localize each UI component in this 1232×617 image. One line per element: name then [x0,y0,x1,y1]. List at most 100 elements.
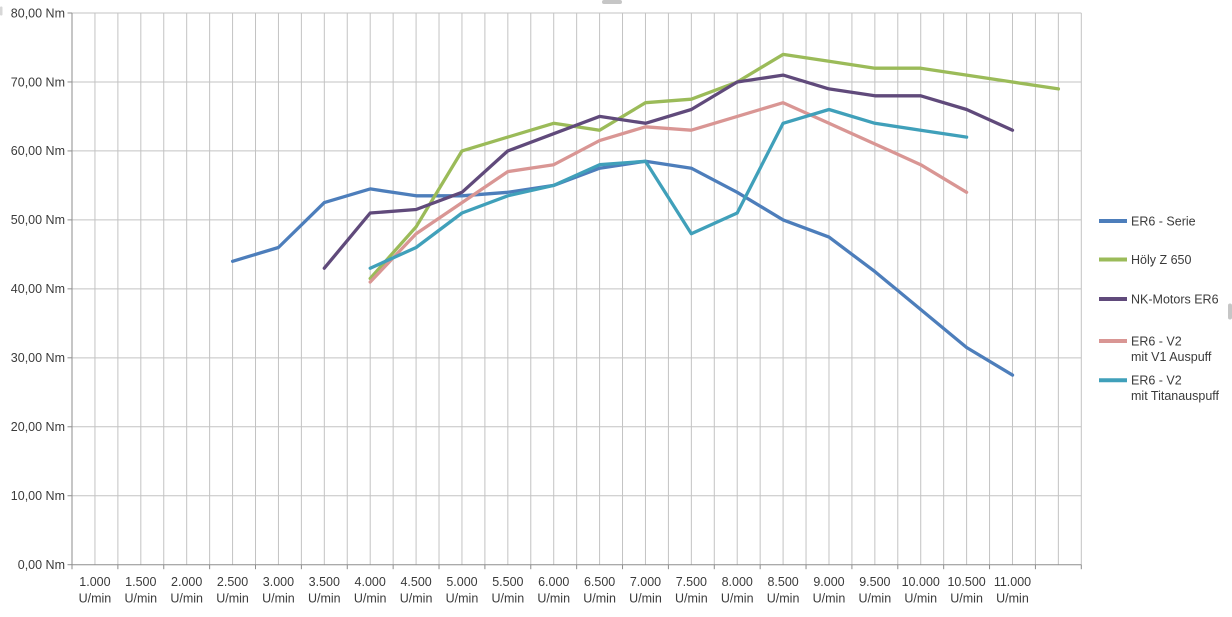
x-tick-unit: U/min [354,592,387,606]
x-axis-tick-label: 7.000 U/min [629,575,662,606]
x-tick-value: 8.500 [767,575,798,589]
x-tick-value: 7.000 [630,575,661,589]
x-tick-unit: U/min [537,592,570,606]
x-tick-value: 7.500 [676,575,707,589]
x-axis-tick-label: 10.500 U/min [947,575,985,606]
x-axis-tick-label: 7.500 U/min [675,575,708,606]
series-line-er6-v2-mit-v1-auspuff[interactable] [368,101,969,284]
x-axis-tick-label: 8.500 U/min [767,575,800,606]
x-tick-value: 8.000 [722,575,753,589]
x-tick-unit: U/min [170,592,203,606]
x-tick-value: 1.500 [125,575,156,589]
axes [67,12,1082,570]
x-axis-tick-label: 6.500 U/min [583,575,616,606]
x-axis-tick-label: 4.000 U/min [354,575,387,606]
y-axis-tick-label: 10,00 Nm [11,489,65,503]
series-line-er6-serie[interactable] [230,159,1015,377]
x-tick-unit: U/min [308,592,341,606]
x-tick-value: 2.000 [171,575,202,589]
x-tick-unit: U/min [400,592,433,606]
selection-handle-left-top[interactable] [0,6,3,16]
x-tick-value: 10.000 [902,575,940,589]
x-axis-tick-label: 5.500 U/min [492,575,525,606]
x-tick-unit: U/min [629,592,662,606]
legend: ER6 - Serie Höly Z 650 NK-Motors ER6 ER6 - … [1099,214,1220,403]
x-tick-unit: U/min [950,592,983,606]
legend-item-er6-serie[interactable]: ER6 - Serie [1099,214,1196,228]
selection-handles [0,0,1232,320]
x-tick-unit: U/min [124,592,157,606]
legend-label: mit Titanauspuff [1131,389,1220,403]
x-axis-tick-label: 8.000 U/min [721,575,754,606]
x-tick-value: 1.000 [79,575,110,589]
x-tick-value: 5.000 [446,575,477,589]
legend-item-er6-v2-mit-v1-auspuff[interactable]: ER6 - V2 mit V1 Auspuff [1099,334,1212,364]
y-axis-tick-label: 80,00 Nm [11,6,65,20]
y-axis-tick-label: 50,00 Nm [11,213,65,227]
series-line-er6-v2-mit-titanauspuff[interactable] [368,107,969,270]
y-axis-tick-label: 20,00 Nm [11,420,65,434]
y-axis-tick-label: 30,00 Nm [11,351,65,365]
selection-handle-top-center[interactable] [602,0,622,4]
legend-label: NK-Motors ER6 [1131,292,1219,306]
x-tick-value: 9.000 [813,575,844,589]
x-axis-tick-label: 9.500 U/min [859,575,892,606]
gridlines [72,12,1082,565]
y-axis-tick-label: 70,00 Nm [11,75,65,89]
x-tick-value: 11.000 [994,575,1031,589]
x-tick-value: 9.500 [859,575,890,589]
y-axis-tick-label: 0,00 Nm [18,558,65,572]
x-tick-unit: U/min [996,592,1029,606]
x-tick-value: 4.000 [355,575,386,589]
x-tick-value: 5.500 [492,575,523,589]
y-axis-tick-label: 40,00 Nm [11,282,65,296]
x-tick-unit: U/min [216,592,249,606]
x-axis-tick-label: 10.000 U/min [902,575,940,606]
x-axis-tick-label: 2.500 U/min [216,575,249,606]
legend-label: Höly Z 650 [1131,253,1191,267]
x-axis-tick-label: 9.000 U/min [813,575,846,606]
selection-handle-right-middle[interactable] [1228,303,1232,320]
x-tick-unit: U/min [492,592,525,606]
x-tick-unit: U/min [446,592,479,606]
x-tick-value: 3.500 [309,575,340,589]
x-tick-unit: U/min [859,592,892,606]
legend-item-h-ly-z-650[interactable]: Höly Z 650 [1099,253,1191,267]
x-tick-unit: U/min [583,592,616,606]
legend-item-nk-motors-er6[interactable]: NK-Motors ER6 [1099,292,1219,306]
x-tick-unit: U/min [721,592,754,606]
legend-label: ER6 - Serie [1131,214,1196,228]
y-axis-tick-label: 60,00 Nm [11,144,65,158]
legend-label: mit V1 Auspuff [1131,350,1212,364]
x-tick-unit: U/min [813,592,846,606]
x-tick-unit: U/min [767,592,800,606]
x-axis-tick-label: 1.000 U/min [79,575,112,606]
x-tick-value: 6.500 [584,575,615,589]
x-tick-value: 6.000 [538,575,569,589]
x-tick-unit: U/min [904,592,937,606]
x-tick-value: 2.500 [217,575,248,589]
x-tick-value: 4.500 [400,575,431,589]
x-axis-tick-label: 3.000 U/min [262,575,295,606]
x-axis-tick-label: 3.500 U/min [308,575,341,606]
x-tick-unit: U/min [675,592,708,606]
legend-label: ER6 - V2 [1131,334,1182,348]
series-lines [230,52,1061,377]
x-tick-value: 3.000 [263,575,294,589]
x-tick-value: 10.500 [947,575,985,589]
x-axis-tick-label: 11.000 U/min [994,575,1031,606]
x-tick-unit: U/min [262,592,295,606]
x-tick-unit: U/min [79,592,112,606]
x-axis-tick-label: 1.500 U/min [124,575,157,606]
x-axis-tick-label: 5.000 U/min [446,575,479,606]
series-line-nk-motors-er6[interactable] [322,73,1015,270]
x-axis-tick-label: 6.000 U/min [537,575,570,606]
axis-labels: 0,00 Nm 10,00 Nm 20,00 Nm 30,00 Nm 40,00 Nm 5… [11,6,1031,605]
series-line-h-ly-z-650[interactable] [368,52,1061,281]
x-axis-tick-label: 2.000 U/min [170,575,203,606]
legend-label: ER6 - V2 [1131,374,1182,388]
x-axis-tick-label: 4.500 U/min [400,575,433,606]
